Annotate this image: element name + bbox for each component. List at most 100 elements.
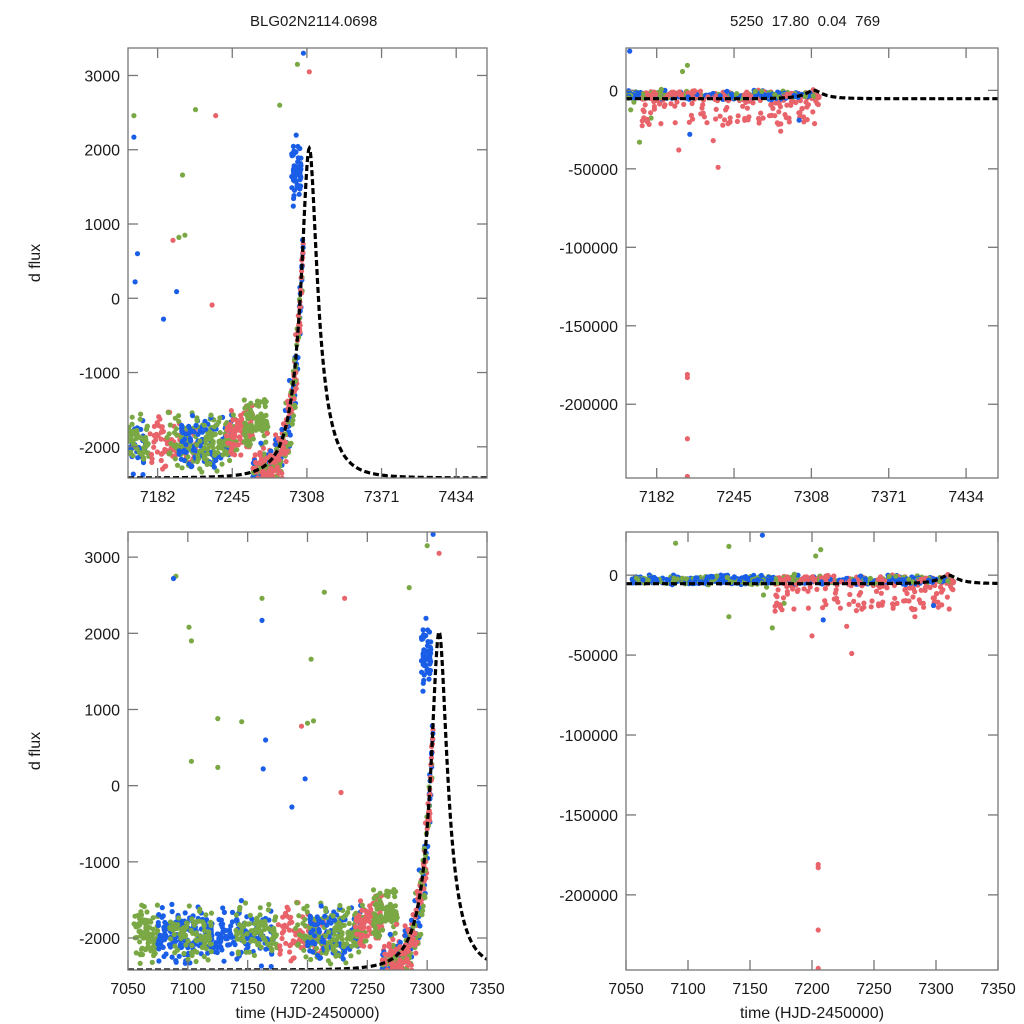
data-point — [420, 680, 426, 686]
data-point — [215, 944, 221, 951]
data-point — [425, 627, 431, 633]
data-point — [270, 485, 275, 490]
data-point — [263, 492, 268, 497]
data-point — [389, 906, 395, 913]
data-point — [251, 927, 257, 933]
data-point — [320, 920, 326, 926]
data-point — [294, 61, 300, 67]
data-point — [646, 121, 652, 127]
data-point — [228, 449, 234, 455]
data-point — [133, 435, 140, 441]
data-point — [270, 487, 275, 492]
data-point — [257, 912, 263, 918]
data-point — [149, 934, 155, 941]
plot-frame — [127, 47, 488, 479]
data-point — [155, 922, 162, 929]
data-point — [653, 576, 659, 582]
data-point — [820, 617, 826, 623]
data-point — [129, 414, 135, 420]
data-point — [728, 91, 735, 97]
data-point — [290, 143, 296, 149]
data-point — [208, 910, 215, 916]
data-point — [419, 658, 425, 664]
data-point — [182, 232, 188, 238]
data-point — [267, 485, 272, 490]
data-point — [742, 575, 748, 582]
data-point — [289, 151, 295, 157]
data-point — [226, 927, 232, 933]
data-point — [169, 909, 175, 915]
data-point — [893, 573, 899, 579]
data-point — [418, 634, 425, 641]
data-point — [234, 417, 240, 423]
data-point — [201, 927, 208, 934]
data-point — [221, 958, 227, 964]
data-point — [832, 590, 839, 596]
data-point — [402, 923, 408, 929]
data-point — [248, 938, 254, 944]
data-point — [223, 933, 229, 939]
data-point — [262, 480, 267, 485]
data-point — [700, 110, 706, 116]
data-point — [162, 919, 168, 926]
data-point — [223, 433, 230, 439]
data-point — [229, 951, 235, 957]
data-point — [219, 924, 225, 930]
data-point — [197, 906, 203, 912]
data-point — [175, 922, 181, 928]
data-point — [389, 976, 394, 981]
data-point — [628, 107, 634, 113]
data-point — [385, 981, 390, 986]
data-point — [867, 575, 874, 582]
data-point — [392, 990, 397, 995]
data-point — [207, 460, 213, 467]
data-point — [266, 482, 271, 487]
data-point — [330, 913, 336, 919]
data-point — [243, 421, 249, 428]
data-point — [906, 598, 912, 604]
data-point — [372, 925, 378, 931]
data-point — [301, 906, 307, 912]
data-point — [642, 102, 648, 108]
data-point — [684, 62, 691, 68]
data-point — [222, 927, 229, 934]
data-point — [253, 478, 258, 483]
data-point — [323, 933, 329, 939]
data-point — [784, 589, 791, 595]
data-point — [257, 485, 262, 490]
data-point — [197, 438, 203, 444]
data-point — [377, 890, 383, 896]
data-point — [204, 933, 210, 939]
data-point — [737, 577, 743, 583]
data-point — [308, 915, 314, 921]
data-point — [426, 676, 432, 682]
data-point — [169, 901, 175, 908]
data-point — [388, 982, 393, 987]
data-point — [201, 921, 207, 927]
data-point — [250, 483, 255, 488]
data-point — [245, 921, 251, 927]
data-point — [818, 547, 824, 553]
data-point — [253, 483, 258, 488]
data-point — [247, 414, 253, 420]
data-point — [199, 429, 205, 435]
data-point — [262, 481, 267, 486]
data-point — [856, 592, 862, 598]
data-point — [640, 577, 646, 583]
data-point — [380, 973, 385, 978]
data-point — [704, 120, 710, 126]
data-point — [330, 943, 336, 950]
data-point — [167, 450, 173, 456]
data-point — [285, 907, 291, 913]
outlier-point — [684, 436, 690, 442]
data-point — [268, 488, 273, 493]
data-point — [764, 584, 770, 590]
data-point — [383, 912, 389, 918]
data-point — [128, 425, 132, 431]
data-point — [225, 440, 231, 446]
data-point — [776, 90, 782, 96]
data-point — [249, 428, 255, 434]
data-point — [262, 482, 267, 487]
data-point — [151, 444, 157, 450]
data-point — [322, 913, 328, 919]
